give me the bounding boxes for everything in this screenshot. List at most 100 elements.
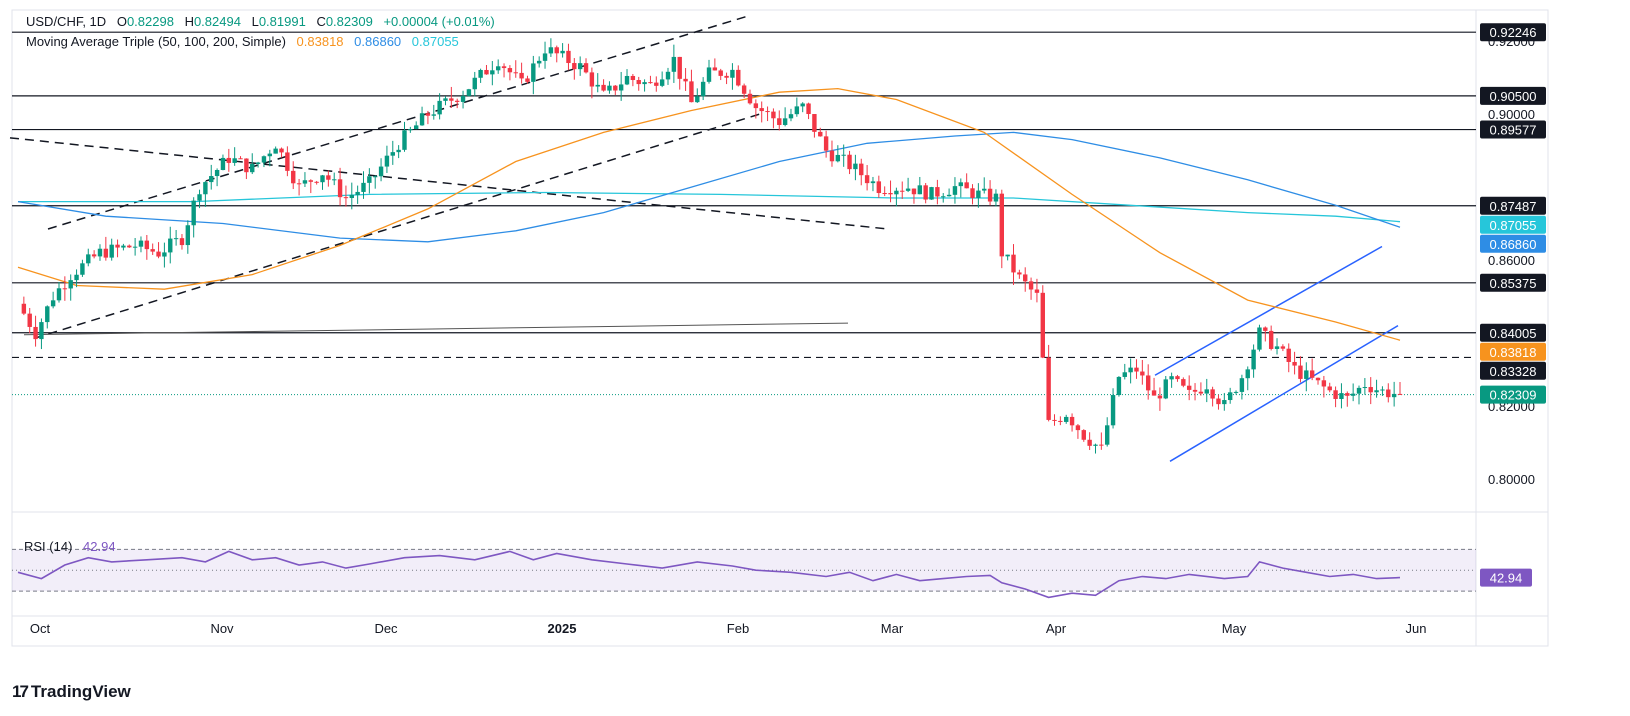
candle-down: [736, 69, 741, 86]
candle-up: [396, 149, 401, 153]
candle-up: [1350, 393, 1356, 396]
descending-trendline: [9, 137, 889, 230]
candle-down: [103, 248, 109, 258]
candle-up: [695, 96, 700, 103]
candle-up: [378, 166, 384, 177]
candle-down: [677, 56, 682, 79]
price-tag-dark: [1480, 86, 1546, 105]
open-value: 0.82298: [126, 14, 174, 29]
uptrend-channel-bottom: [33, 112, 763, 340]
price-tag-dark: [1480, 323, 1546, 342]
low-value: 0.81991: [258, 14, 306, 29]
candle-down: [1011, 254, 1016, 273]
time-tick-label: Oct: [30, 621, 51, 636]
candle-down: [589, 72, 595, 87]
candle-up: [402, 130, 407, 150]
tradingview-logo[interactable]: 17 TradingView: [12, 682, 131, 702]
candle-down: [859, 163, 864, 176]
candle-down: [1333, 390, 1338, 399]
candle-up: [214, 170, 220, 177]
candle-down: [823, 136, 829, 151]
candle-down: [156, 251, 161, 257]
candle-down: [935, 187, 940, 197]
candle-up: [56, 288, 62, 301]
candle-down: [566, 50, 571, 64]
candle-down: [1052, 419, 1057, 421]
candle-up: [993, 193, 999, 202]
ma200-value: 0.87055: [411, 34, 459, 49]
candle-up: [443, 98, 448, 101]
candle-up: [659, 79, 665, 86]
price-tick-label: 0.90000: [1488, 107, 1535, 122]
candle-up: [45, 306, 50, 323]
candle-down: [1028, 281, 1034, 290]
price-tag-label: 0.87487: [1490, 199, 1537, 214]
candle-down: [425, 113, 431, 116]
candle-up: [536, 60, 542, 64]
candle-up: [671, 56, 677, 72]
candle-up: [794, 106, 800, 115]
candle-up: [232, 158, 237, 163]
candle-down: [1192, 389, 1198, 392]
candle-down: [314, 181, 319, 183]
candle-down: [876, 181, 882, 194]
candle-up: [273, 148, 278, 154]
candle-up: [320, 175, 325, 183]
candle-down: [1175, 376, 1180, 380]
candle-down: [484, 69, 489, 75]
candle-up: [841, 154, 846, 156]
uptrend-channel-top: [47, 15, 749, 230]
candle-down: [62, 288, 68, 290]
candle-down: [1298, 365, 1303, 379]
candle-up: [929, 187, 934, 200]
candle-up: [355, 191, 360, 195]
candle-up: [700, 81, 706, 97]
candle-up: [1239, 378, 1245, 392]
candle-up: [173, 238, 179, 240]
candle-up: [982, 188, 987, 191]
candle-up: [132, 246, 138, 248]
candle-up: [1245, 369, 1250, 379]
candle-up: [220, 157, 226, 171]
candle-up: [1105, 425, 1110, 445]
candle-up: [414, 125, 419, 130]
candle-down: [1058, 420, 1063, 422]
candle-up: [577, 63, 583, 70]
candle-up: [68, 280, 73, 289]
candle-down: [1145, 375, 1151, 391]
candle-down: [818, 131, 823, 137]
candle-down: [987, 188, 993, 202]
candle-up: [642, 82, 647, 85]
candle-down: [449, 98, 454, 101]
candle-up: [905, 188, 911, 191]
candle-down: [1345, 393, 1350, 396]
candle-down: [525, 78, 530, 82]
time-tick-label: Nov: [210, 621, 234, 636]
candle-down: [964, 182, 969, 189]
candle-down: [1263, 327, 1268, 331]
candle-up: [958, 182, 964, 187]
candle-up: [1374, 390, 1379, 393]
candle-down: [1075, 425, 1081, 431]
ma100-line: [17, 131, 1401, 243]
candle-down: [765, 111, 770, 113]
candle-up: [624, 75, 630, 85]
candle-down: [1087, 439, 1092, 446]
price-tag-label: 0.84005: [1490, 326, 1537, 341]
candle-down: [1309, 370, 1315, 378]
candle-down: [27, 313, 32, 327]
candle-up: [367, 176, 372, 183]
candle-up: [800, 103, 805, 107]
price-tag-label: 0.83818: [1490, 345, 1537, 360]
candle-down: [33, 326, 38, 340]
candle-up: [976, 190, 981, 198]
candle-down: [454, 100, 460, 102]
candle-up: [121, 245, 126, 248]
candle-down: [1368, 387, 1373, 393]
candle-down: [501, 66, 507, 69]
candle-up: [1391, 393, 1397, 398]
time-tick-label: Apr: [1046, 621, 1067, 636]
candle-down: [999, 193, 1004, 257]
candle-down: [144, 240, 150, 250]
